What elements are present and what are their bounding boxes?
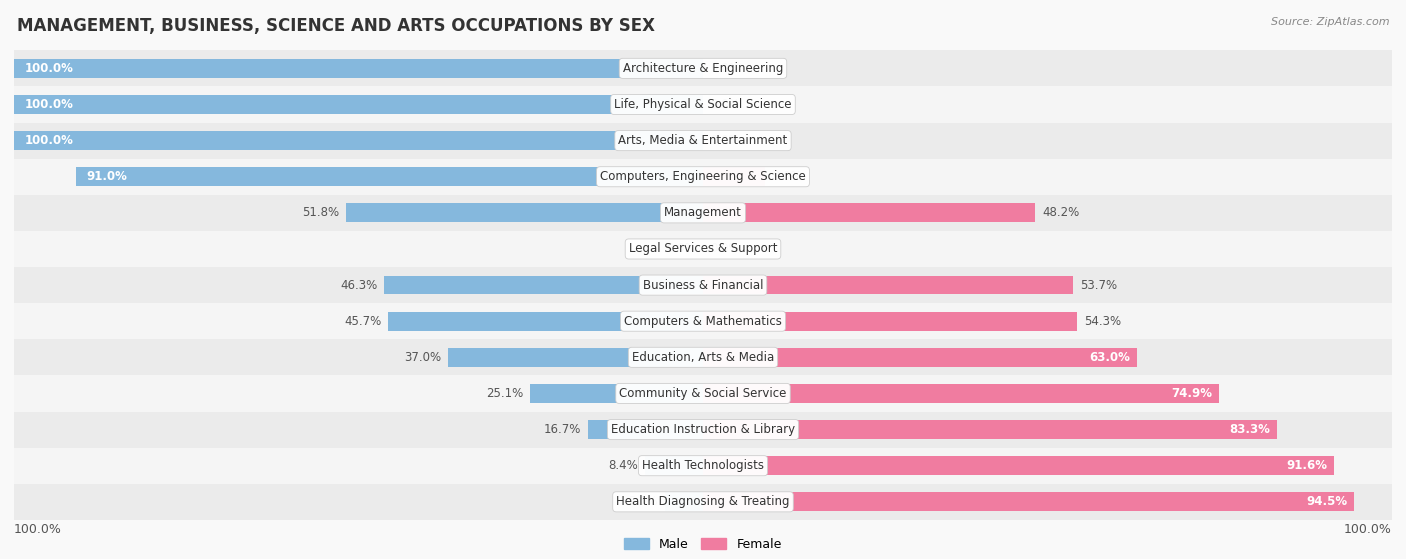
Text: 100.0%: 100.0% — [1344, 523, 1392, 537]
Bar — [665, 492, 703, 511]
Legend: Male, Female: Male, Female — [619, 533, 787, 556]
Text: 25.1%: 25.1% — [486, 387, 523, 400]
Text: 0.0%: 0.0% — [710, 98, 740, 111]
Text: 51.8%: 51.8% — [302, 206, 339, 219]
Text: 46.3%: 46.3% — [340, 278, 377, 292]
Text: Computers & Mathematics: Computers & Mathematics — [624, 315, 782, 328]
Bar — [76, 167, 703, 186]
Text: 0.0%: 0.0% — [710, 134, 740, 147]
Text: Community & Social Service: Community & Social Service — [619, 387, 787, 400]
Bar — [14, 231, 1392, 267]
Bar — [703, 420, 1277, 439]
Text: Health Diagnosing & Treating: Health Diagnosing & Treating — [616, 495, 790, 508]
Bar — [703, 456, 1334, 475]
Text: Source: ZipAtlas.com: Source: ZipAtlas.com — [1271, 17, 1389, 27]
Text: 100.0%: 100.0% — [24, 134, 73, 147]
Text: 83.3%: 83.3% — [1229, 423, 1270, 436]
Bar — [703, 312, 1077, 330]
Bar — [449, 348, 703, 367]
Bar — [14, 448, 1392, 484]
Text: Education Instruction & Library: Education Instruction & Library — [612, 423, 794, 436]
Bar — [14, 59, 703, 78]
Bar — [588, 420, 703, 439]
Text: Business & Financial: Business & Financial — [643, 278, 763, 292]
Text: Life, Physical & Social Science: Life, Physical & Social Science — [614, 98, 792, 111]
Bar — [703, 384, 1219, 403]
Bar — [14, 50, 1392, 87]
Text: 48.2%: 48.2% — [1042, 206, 1080, 219]
Text: 91.6%: 91.6% — [1286, 459, 1327, 472]
Text: 0.0%: 0.0% — [710, 62, 740, 75]
Bar — [703, 167, 765, 186]
Bar — [14, 122, 1392, 159]
Bar — [14, 87, 1392, 122]
Text: 45.7%: 45.7% — [344, 315, 381, 328]
Text: 0.0%: 0.0% — [666, 243, 696, 255]
Text: Management: Management — [664, 206, 742, 219]
Bar — [14, 267, 1392, 303]
Bar — [384, 276, 703, 295]
Bar — [14, 376, 1392, 411]
Bar — [703, 203, 1035, 222]
Text: 8.4%: 8.4% — [609, 459, 638, 472]
Text: Education, Arts & Media: Education, Arts & Media — [631, 351, 775, 364]
Text: 94.5%: 94.5% — [1306, 495, 1347, 508]
Bar — [14, 339, 1392, 376]
Text: 100.0%: 100.0% — [24, 98, 73, 111]
Bar — [645, 456, 703, 475]
Text: 37.0%: 37.0% — [404, 351, 441, 364]
Bar — [530, 384, 703, 403]
Text: MANAGEMENT, BUSINESS, SCIENCE AND ARTS OCCUPATIONS BY SEX: MANAGEMENT, BUSINESS, SCIENCE AND ARTS O… — [17, 17, 655, 35]
Bar — [14, 411, 1392, 448]
Bar — [388, 312, 703, 330]
Bar — [14, 484, 1392, 520]
Bar — [14, 159, 1392, 195]
Bar — [14, 95, 703, 114]
Bar — [346, 203, 703, 222]
Text: 53.7%: 53.7% — [1080, 278, 1116, 292]
Text: Health Technologists: Health Technologists — [643, 459, 763, 472]
Bar — [703, 276, 1073, 295]
Text: 0.0%: 0.0% — [710, 243, 740, 255]
Text: 91.0%: 91.0% — [86, 170, 128, 183]
Text: Architecture & Engineering: Architecture & Engineering — [623, 62, 783, 75]
Bar — [14, 131, 703, 150]
Bar — [703, 492, 1354, 511]
Text: 5.5%: 5.5% — [628, 495, 658, 508]
Text: Arts, Media & Entertainment: Arts, Media & Entertainment — [619, 134, 787, 147]
Text: Computers, Engineering & Science: Computers, Engineering & Science — [600, 170, 806, 183]
Text: Legal Services & Support: Legal Services & Support — [628, 243, 778, 255]
Text: 74.9%: 74.9% — [1171, 387, 1212, 400]
Text: 100.0%: 100.0% — [14, 523, 62, 537]
Bar — [703, 348, 1137, 367]
Text: 16.7%: 16.7% — [544, 423, 581, 436]
Bar — [14, 195, 1392, 231]
Text: 100.0%: 100.0% — [24, 62, 73, 75]
Text: 9.0%: 9.0% — [772, 170, 801, 183]
Text: 63.0%: 63.0% — [1090, 351, 1130, 364]
Text: 54.3%: 54.3% — [1084, 315, 1121, 328]
Bar — [14, 303, 1392, 339]
